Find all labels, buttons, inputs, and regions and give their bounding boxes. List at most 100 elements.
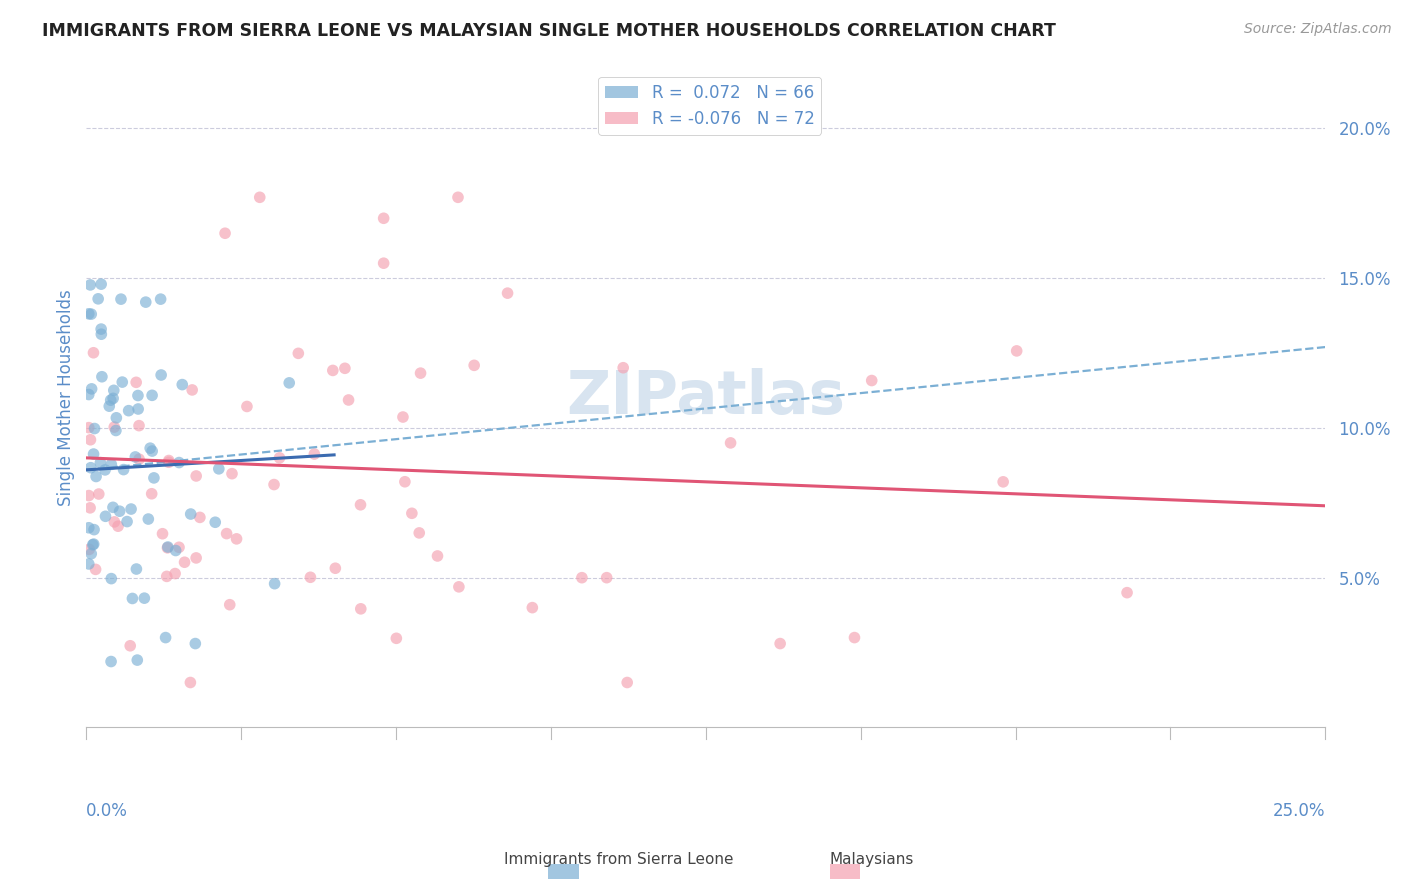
Point — [165, 543, 187, 558]
Point — [141, 444, 163, 458]
Point — [136, 512, 159, 526]
Point — [112, 462, 135, 476]
Point — [128, 418, 150, 433]
Point — [124, 450, 146, 464]
Point — [94, 463, 117, 477]
Point — [173, 555, 195, 569]
Point — [111, 375, 134, 389]
Point — [844, 631, 866, 645]
Text: ZIPatlas: ZIPatlas — [567, 368, 845, 427]
Point — [128, 452, 150, 467]
Point — [135, 295, 157, 310]
Point — [204, 515, 226, 529]
Point — [394, 475, 416, 489]
Point — [101, 500, 124, 515]
Point — [214, 226, 236, 240]
Point — [120, 639, 142, 653]
Point — [90, 277, 112, 292]
Point — [83, 421, 105, 435]
Point — [571, 571, 593, 585]
Point — [100, 655, 122, 669]
Point — [152, 526, 174, 541]
Point — [77, 420, 100, 434]
Point — [141, 388, 163, 402]
Point — [82, 538, 104, 552]
Point — [155, 631, 177, 645]
Point — [139, 441, 162, 455]
Point — [373, 256, 395, 270]
Point — [595, 571, 617, 585]
Point — [179, 675, 201, 690]
Point — [447, 190, 470, 204]
Text: 0.0%: 0.0% — [86, 802, 128, 821]
Point — [208, 462, 231, 476]
Point — [80, 382, 103, 396]
Point — [167, 541, 190, 555]
Point — [263, 576, 285, 591]
Point — [120, 502, 142, 516]
Point — [612, 360, 634, 375]
Point — [157, 453, 180, 467]
Point — [304, 447, 326, 461]
Point — [90, 369, 112, 384]
Point — [77, 557, 100, 571]
Point — [287, 346, 309, 360]
Point — [156, 540, 179, 554]
Point — [77, 542, 100, 557]
Point — [77, 521, 100, 535]
Point — [184, 636, 207, 650]
Point — [142, 471, 165, 485]
Point — [83, 537, 105, 551]
Point — [218, 598, 240, 612]
Point — [125, 562, 148, 576]
Point — [104, 424, 127, 438]
Point — [84, 562, 107, 576]
Point — [80, 307, 103, 321]
Point — [100, 572, 122, 586]
Text: Immigrants from Sierra Leone: Immigrants from Sierra Leone — [503, 852, 734, 867]
Point — [426, 549, 449, 563]
Point — [165, 566, 187, 581]
Point — [186, 550, 208, 565]
Point — [299, 570, 322, 584]
Point — [80, 547, 103, 561]
Point — [150, 368, 173, 382]
Point — [125, 376, 148, 390]
Point — [522, 600, 544, 615]
Point — [156, 541, 179, 555]
Point — [186, 469, 208, 483]
Point — [225, 532, 247, 546]
Point — [149, 292, 172, 306]
Point — [333, 361, 356, 376]
Point — [401, 506, 423, 520]
Point — [409, 366, 432, 380]
Point — [350, 602, 373, 616]
Text: Source: ZipAtlas.com: Source: ZipAtlas.com — [1244, 22, 1392, 37]
Point — [720, 436, 742, 450]
Point — [408, 525, 430, 540]
Point — [392, 410, 415, 425]
Point — [90, 327, 112, 342]
Point — [87, 292, 110, 306]
Point — [172, 377, 194, 392]
Point — [83, 447, 105, 461]
Text: 25.0%: 25.0% — [1272, 802, 1326, 821]
Point — [108, 504, 131, 518]
Point — [373, 211, 395, 226]
Point — [221, 467, 243, 481]
Point — [1116, 585, 1139, 599]
Point — [616, 675, 638, 690]
Point — [79, 500, 101, 515]
Point — [77, 307, 100, 321]
Point — [180, 507, 202, 521]
Point — [103, 384, 125, 398]
Point — [115, 515, 138, 529]
Point — [89, 456, 111, 470]
Point — [215, 526, 238, 541]
Point — [1005, 343, 1028, 358]
Point — [860, 374, 883, 388]
Point — [141, 487, 163, 501]
Text: Malaysians: Malaysians — [830, 852, 914, 867]
Text: IMMIGRANTS FROM SIERRA LEONE VS MALAYSIAN SINGLE MOTHER HOUSEHOLDS CORRELATION C: IMMIGRANTS FROM SIERRA LEONE VS MALAYSIA… — [42, 22, 1056, 40]
Legend: R =  0.072   N = 66, R = -0.076   N = 72: R = 0.072 N = 66, R = -0.076 N = 72 — [599, 77, 821, 135]
